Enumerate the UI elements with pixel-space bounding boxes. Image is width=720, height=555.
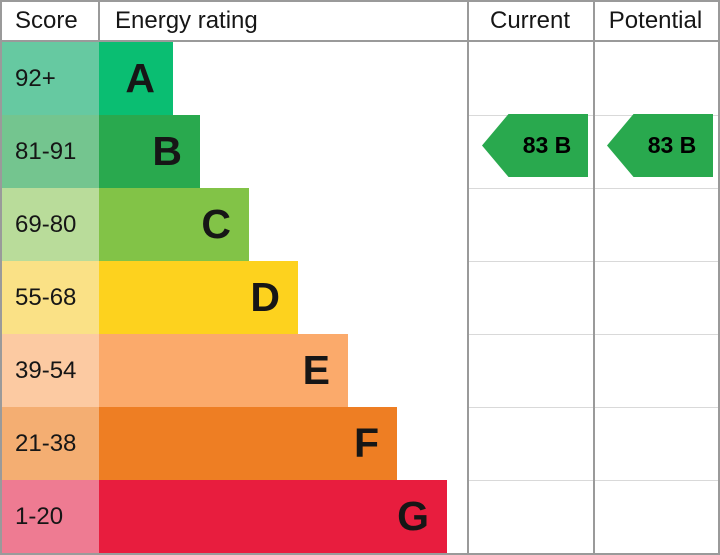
band-row-b: 81-91 B xyxy=(2,115,718,188)
band-row-c: 69-80 C xyxy=(2,188,718,261)
header-underline xyxy=(2,40,718,42)
header-current: Current xyxy=(489,7,571,34)
header-score: Score xyxy=(15,7,78,34)
band-row-e: 39-54 E xyxy=(2,334,718,407)
band-row-a: 92+ A xyxy=(2,42,718,115)
band-row-f: 21-38 F xyxy=(2,407,718,480)
score-range-cell: 21-38 xyxy=(2,407,99,480)
header-potential: Potential xyxy=(608,7,703,34)
rating-bar-a: A xyxy=(99,42,173,115)
band-row-g: 1-20 G xyxy=(2,480,718,553)
rating-bar-e: E xyxy=(99,334,348,407)
rating-bar-g: G xyxy=(99,480,447,553)
score-range-cell: 81-91 xyxy=(2,115,99,188)
rating-bar-c: C xyxy=(99,188,249,261)
score-range-cell: 69-80 xyxy=(2,188,99,261)
potential-rating-arrow: 83 B xyxy=(607,114,713,177)
band-row-d: 55-68 D xyxy=(2,261,718,334)
header-row: Score Energy rating Current Potential xyxy=(2,2,718,40)
divider-score-energy xyxy=(98,2,100,42)
score-range-cell: 55-68 xyxy=(2,261,99,334)
rating-bar-f: F xyxy=(99,407,397,480)
score-range-cell: 1-20 xyxy=(2,480,99,553)
rating-bar-d: D xyxy=(99,261,298,334)
score-range-cell: 39-54 xyxy=(2,334,99,407)
divider-current-potential xyxy=(593,2,595,553)
header-energy-rating: Energy rating xyxy=(115,7,258,34)
divider-energy-current xyxy=(467,2,469,553)
score-range-cell: 92+ xyxy=(2,42,99,115)
rating-bar-b: B xyxy=(99,115,200,188)
